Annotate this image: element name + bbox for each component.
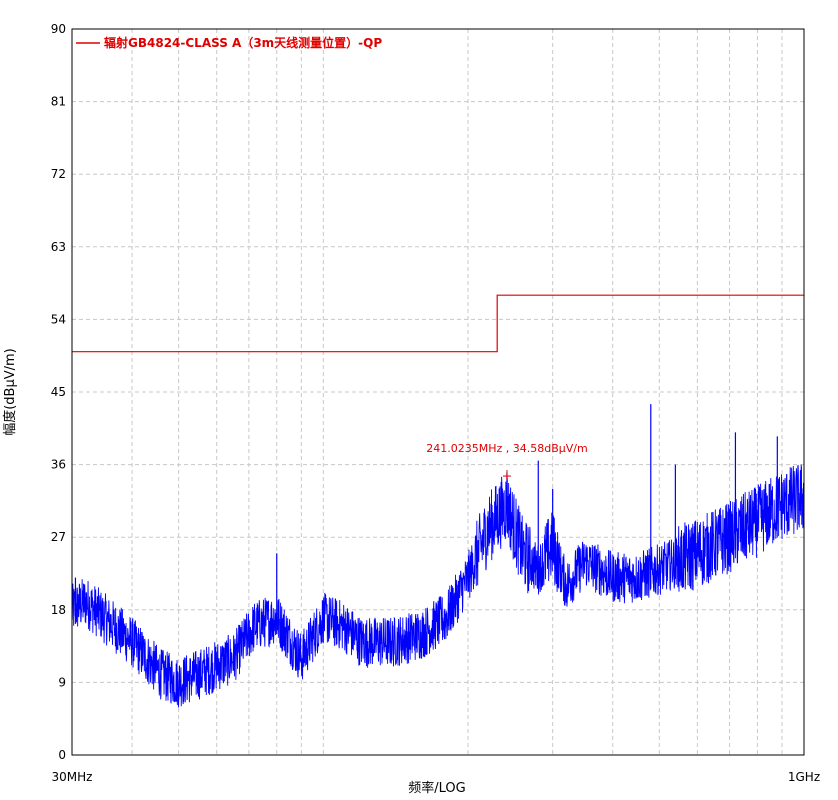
x-axis-ticks: 30MHz 1GHz — [52, 770, 821, 784]
y-tick-label: 36 — [51, 458, 66, 472]
y-tick-label: 72 — [51, 167, 66, 181]
measurement-trace — [71, 404, 805, 708]
limit-line — [72, 294, 804, 353]
y-tick-label: 18 — [51, 603, 66, 617]
limit-line-path — [72, 294, 804, 353]
x-tick-label: 30MHz — [52, 770, 93, 784]
peak-marker: 241.0235MHz , 34.58dBµV/m — [426, 442, 588, 481]
y-tick-label: 63 — [51, 240, 66, 254]
y-tick-label: 81 — [51, 95, 66, 109]
y-tick-label: 0 — [58, 748, 66, 762]
plot-frame — [71, 28, 805, 756]
trace-path — [71, 464, 805, 708]
y-tick-label: 54 — [51, 312, 66, 326]
legend-label: 辐射GB4824-CLASS A（3m天线测量位置）-QP — [104, 35, 382, 50]
y-tick-label: 9 — [58, 675, 66, 689]
y-axis-ticks: 0 9 18 27 36 45 54 63 72 81 90 — [51, 22, 66, 762]
y-tick-label: 45 — [51, 385, 66, 399]
y-axis-title: 幅度(dBµV/m) — [2, 348, 18, 436]
y-tick-label: 27 — [51, 530, 66, 544]
marker-label: 241.0235MHz , 34.58dBµV/m — [426, 442, 587, 455]
legend: 辐射GB4824-CLASS A（3m天线测量位置）-QP — [76, 35, 382, 50]
y-tick-label: 90 — [51, 22, 66, 36]
x-axis-title: 频率/LOG — [408, 780, 465, 796]
x-tick-label: 1GHz — [788, 770, 820, 784]
